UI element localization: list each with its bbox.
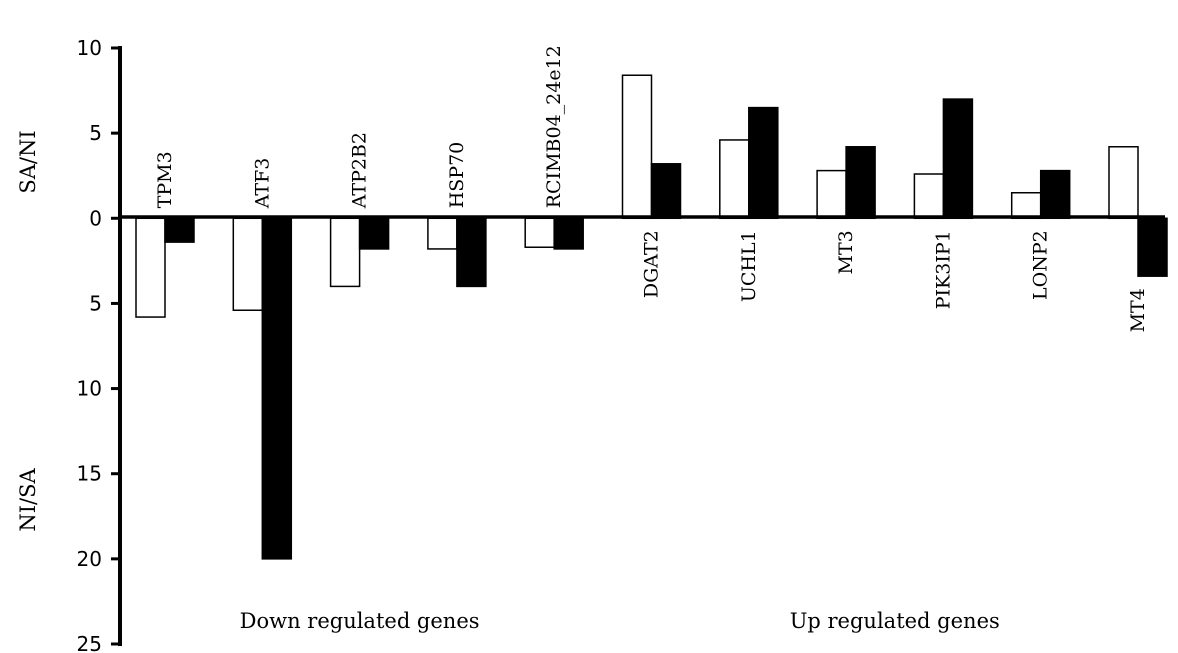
gene-label: RCIMB04_24e12 <box>543 45 565 208</box>
gene-label: HSP70 <box>446 142 468 209</box>
bar-pik3ip1-series-2 <box>942 98 974 220</box>
bar-mt4-series-1 <box>1108 146 1139 220</box>
gene-label: LONP2 <box>1030 230 1052 300</box>
bar-atp2b2-series-2 <box>358 217 390 250</box>
gene-label: ATP2B2 <box>349 132 371 209</box>
bar-mt3-series-2 <box>845 146 876 220</box>
bar-tpm3-series-2 <box>164 217 195 243</box>
y-tick-label: 25 <box>77 632 102 653</box>
bar-pik3ip1-series-1 <box>913 173 945 220</box>
bar-atf3-series-2 <box>261 217 293 560</box>
y-tick-label: 5 <box>89 121 102 145</box>
bar-dgat2-series-2 <box>650 163 682 220</box>
gene-label: MT3 <box>835 230 857 274</box>
gene-label: UCHL1 <box>738 230 760 302</box>
bar-atf3-series-1 <box>232 217 264 311</box>
y-tick-label: 10 <box>77 377 102 401</box>
y-tick-label: 0 <box>89 206 102 230</box>
y-axis-lower-label: NI/SA <box>16 468 40 532</box>
bar-rcimb04-24e12-series-2 <box>553 217 584 250</box>
bar-hsp70-series-2 <box>456 217 487 288</box>
group-label: Up regulated genes <box>790 609 1000 633</box>
bar-lonp2-series-2 <box>1039 169 1071 220</box>
gene-label: DGAT2 <box>641 230 663 298</box>
gene-label: TPM3 <box>154 151 176 208</box>
bar-uchl1-series-1 <box>719 139 750 220</box>
bar-mt3-series-1 <box>816 169 847 220</box>
bar-uchl1-series-2 <box>748 106 779 220</box>
bar-rcimb04-24e12-series-1 <box>524 217 555 248</box>
y-tick-label: 20 <box>77 547 102 571</box>
y-tick-label: 5 <box>89 291 102 315</box>
bar-atp2b2-series-1 <box>329 217 361 288</box>
group-label: Down regulated genes <box>240 609 480 633</box>
gene-label: MT4 <box>1127 288 1149 332</box>
bar-hsp70-series-1 <box>427 217 458 250</box>
gene-label: PIK3IP1 <box>932 230 954 309</box>
y-axis-upper-label: SA/NI <box>16 130 40 193</box>
y-tick-label: 10 <box>77 36 102 60</box>
bar-tpm3-series-1 <box>135 217 166 318</box>
y-tick-label: 15 <box>77 462 102 486</box>
bar-lonp2-series-1 <box>1010 191 1042 220</box>
bar-mt4-series-2 <box>1137 217 1168 277</box>
bar-dgat2-series-1 <box>621 74 653 220</box>
gene-label: ATF3 <box>251 158 273 210</box>
